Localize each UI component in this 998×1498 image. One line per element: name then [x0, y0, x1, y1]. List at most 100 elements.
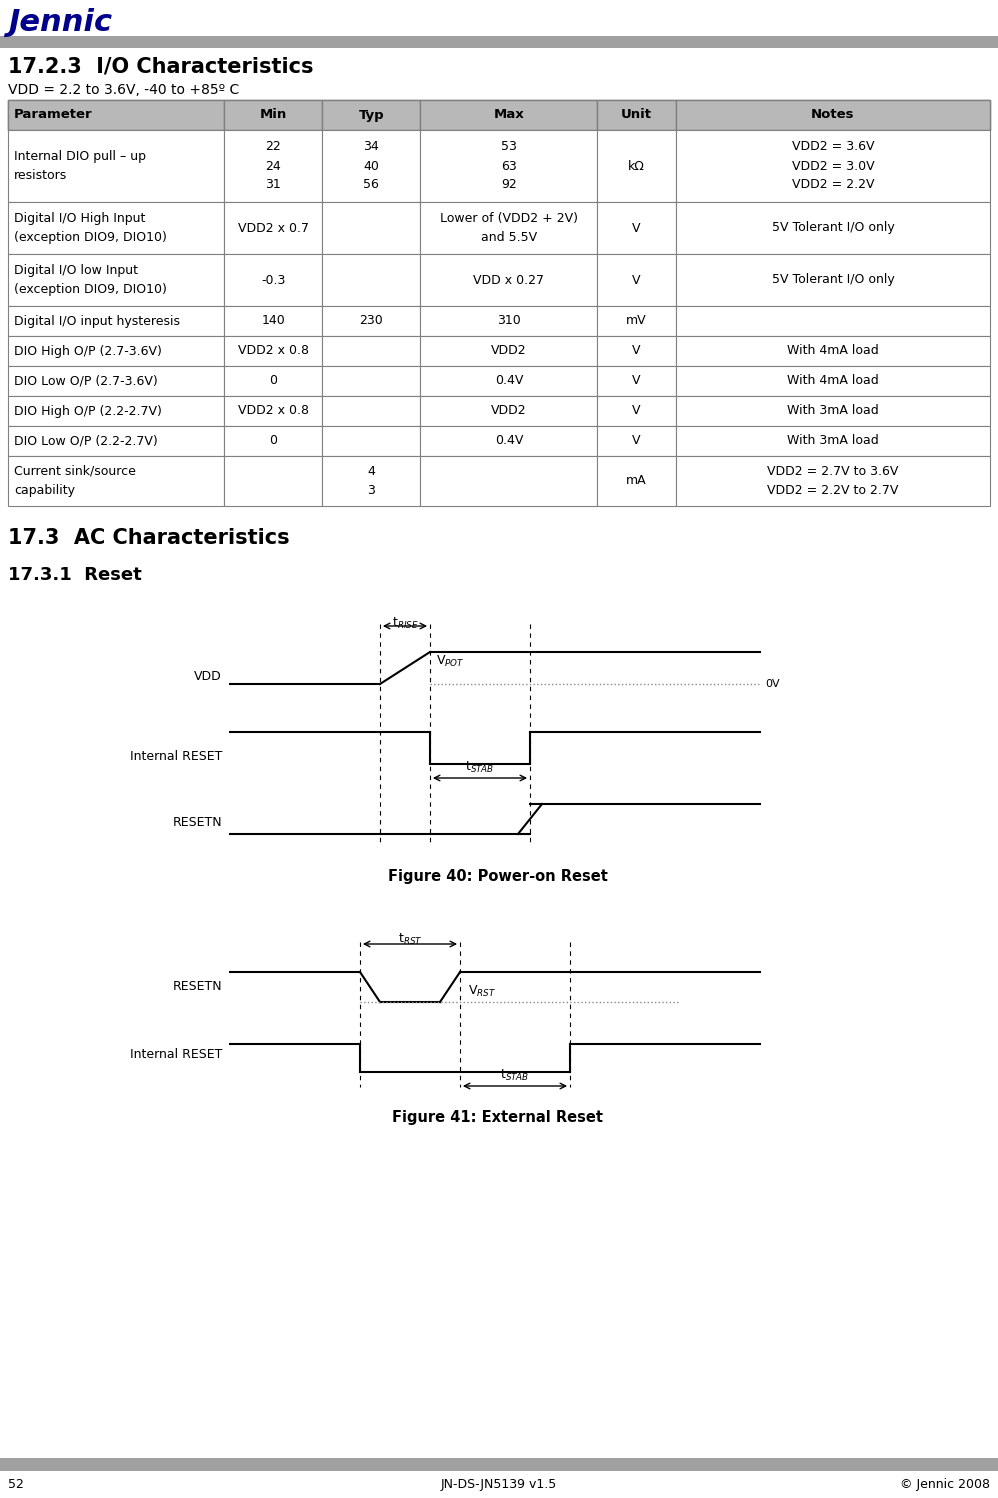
Bar — [420, 395, 597, 425]
Text: 5V Tolerant I/O only: 5V Tolerant I/O only — [771, 274, 894, 286]
Bar — [597, 202, 676, 255]
Text: 5V Tolerant I/O only: 5V Tolerant I/O only — [771, 222, 894, 235]
Text: mV: mV — [626, 315, 647, 328]
Bar — [8, 255, 224, 306]
Text: VDD2: VDD2 — [491, 345, 527, 358]
Bar — [676, 130, 990, 202]
Bar — [322, 366, 420, 395]
Text: Typ: Typ — [358, 108, 384, 121]
Text: With 3mA load: With 3mA load — [787, 434, 879, 448]
Bar — [420, 202, 597, 255]
Bar — [420, 336, 597, 366]
Text: VDD2 = 3.6V
VDD2 = 3.0V
VDD2 = 2.2V: VDD2 = 3.6V VDD2 = 3.0V VDD2 = 2.2V — [791, 141, 874, 192]
Bar — [8, 202, 224, 255]
Bar — [597, 306, 676, 336]
Text: V: V — [632, 274, 641, 286]
Text: VDD: VDD — [195, 670, 222, 683]
Bar — [597, 395, 676, 425]
Bar — [224, 130, 322, 202]
Bar — [597, 366, 676, 395]
Bar — [322, 425, 420, 455]
Bar — [224, 202, 322, 255]
Text: V: V — [632, 222, 641, 235]
Text: V: V — [632, 434, 641, 448]
Text: Internal DIO pull – up
resistors: Internal DIO pull – up resistors — [14, 150, 146, 181]
Text: t$_{RST}$: t$_{RST}$ — [398, 932, 422, 947]
Bar — [322, 455, 420, 506]
Bar — [224, 425, 322, 455]
Bar — [8, 100, 224, 130]
Text: Jennic: Jennic — [8, 7, 112, 37]
Text: 4
3: 4 3 — [367, 464, 375, 497]
Bar — [597, 130, 676, 202]
Bar — [8, 100, 990, 130]
Bar — [0, 36, 998, 48]
Text: kΩ: kΩ — [628, 159, 645, 172]
Bar — [676, 395, 990, 425]
Bar — [322, 395, 420, 425]
Bar — [8, 395, 224, 425]
Text: Digital I/O input hysteresis: Digital I/O input hysteresis — [14, 315, 180, 328]
Text: DIO Low O/P (2.2-2.7V): DIO Low O/P (2.2-2.7V) — [14, 434, 158, 448]
Text: VDD2 x 0.8: VDD2 x 0.8 — [238, 404, 308, 418]
Bar — [597, 100, 676, 130]
Bar — [224, 366, 322, 395]
Text: 0: 0 — [269, 374, 277, 388]
Text: JN-DS-JN5139 v1.5: JN-DS-JN5139 v1.5 — [441, 1479, 557, 1491]
Bar — [676, 455, 990, 506]
Text: 0: 0 — [269, 434, 277, 448]
Text: 17.3  AC Characteristics: 17.3 AC Characteristics — [8, 527, 289, 548]
Text: mA: mA — [626, 475, 647, 487]
Bar — [597, 336, 676, 366]
Text: Current sink/source
capability: Current sink/source capability — [14, 464, 136, 497]
Text: 53
63
92: 53 63 92 — [501, 141, 517, 192]
Bar — [676, 306, 990, 336]
Text: VDD2 x 0.8: VDD2 x 0.8 — [238, 345, 308, 358]
Text: 34
40
56: 34 40 56 — [363, 141, 379, 192]
Text: 0.4V: 0.4V — [495, 374, 523, 388]
Text: DIO High O/P (2.2-2.7V): DIO High O/P (2.2-2.7V) — [14, 404, 162, 418]
Bar — [8, 425, 224, 455]
Bar — [676, 425, 990, 455]
Bar — [322, 255, 420, 306]
Text: Min: Min — [259, 108, 286, 121]
Text: 0V: 0V — [765, 679, 779, 689]
Text: With 4mA load: With 4mA load — [787, 374, 879, 388]
Bar — [322, 100, 420, 130]
Bar — [224, 306, 322, 336]
Bar — [420, 306, 597, 336]
Bar — [224, 100, 322, 130]
Bar — [224, 255, 322, 306]
Text: Internal RESET: Internal RESET — [130, 749, 222, 762]
Text: 310: 310 — [497, 315, 521, 328]
Text: 17.2.3  I/O Characteristics: 17.2.3 I/O Characteristics — [8, 57, 313, 76]
Text: DIO Low O/P (2.7-3.6V): DIO Low O/P (2.7-3.6V) — [14, 374, 158, 388]
Bar — [420, 255, 597, 306]
Text: Parameter: Parameter — [14, 108, 93, 121]
Bar — [322, 306, 420, 336]
Text: With 4mA load: With 4mA load — [787, 345, 879, 358]
Text: V: V — [632, 374, 641, 388]
Text: Digital I/O low Input
(exception DIO9, DIO10): Digital I/O low Input (exception DIO9, D… — [14, 264, 167, 297]
Text: Unit: Unit — [621, 108, 652, 121]
Bar — [676, 366, 990, 395]
Bar — [8, 336, 224, 366]
Bar — [597, 255, 676, 306]
Text: Notes: Notes — [811, 108, 854, 121]
Text: © Jennic 2008: © Jennic 2008 — [900, 1479, 990, 1491]
Text: V: V — [632, 404, 641, 418]
Text: V$_{RST}$: V$_{RST}$ — [468, 984, 496, 999]
Bar — [597, 455, 676, 506]
Text: DIO High O/P (2.7-3.6V): DIO High O/P (2.7-3.6V) — [14, 345, 162, 358]
Text: VDD2: VDD2 — [491, 404, 527, 418]
Text: Lower of (VDD2 + 2V)
and 5.5V: Lower of (VDD2 + 2V) and 5.5V — [440, 213, 578, 244]
Text: Figure 41: External Reset: Figure 41: External Reset — [392, 1110, 604, 1125]
Text: 230: 230 — [359, 315, 383, 328]
Text: VDD = 2.2 to 3.6V, -40 to +85º C: VDD = 2.2 to 3.6V, -40 to +85º C — [8, 82, 240, 97]
Bar — [322, 336, 420, 366]
Bar — [322, 130, 420, 202]
Text: 0.4V: 0.4V — [495, 434, 523, 448]
Text: 17.3.1  Reset: 17.3.1 Reset — [8, 566, 142, 584]
Text: With 3mA load: With 3mA load — [787, 404, 879, 418]
Bar — [224, 455, 322, 506]
